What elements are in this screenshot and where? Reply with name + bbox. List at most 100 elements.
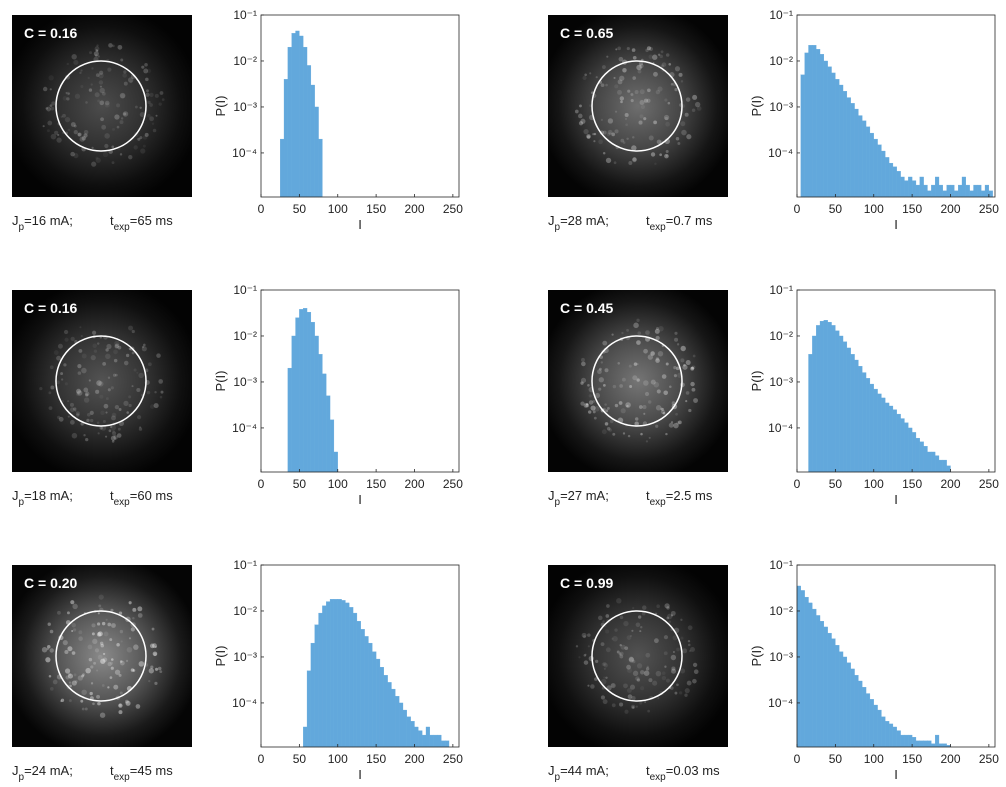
- histogram-bar: [433, 734, 438, 748]
- speckle: [104, 100, 110, 106]
- speckle: [153, 403, 159, 409]
- histogram-bar: [445, 740, 450, 748]
- speckle: [600, 642, 605, 647]
- histogram-bar: [823, 60, 828, 198]
- speckle: [138, 661, 145, 667]
- histogram-bar: [306, 65, 312, 198]
- x-tick-label: 200: [404, 752, 424, 766]
- caption-part: J: [12, 213, 19, 228]
- speckle: [669, 686, 674, 690]
- y-tick-label: 10⁻¹: [233, 283, 257, 297]
- x-tick-label: 200: [940, 202, 960, 216]
- speckle: [118, 703, 122, 707]
- histogram-bar: [923, 184, 928, 198]
- x-tick-label: 150: [366, 752, 386, 766]
- speckle: [89, 696, 94, 701]
- caption-part: =60 ms: [130, 488, 173, 503]
- speckle: [636, 363, 639, 366]
- speckle: [112, 431, 117, 436]
- speckle: [114, 343, 120, 349]
- speckle: [637, 615, 642, 619]
- histogram-bar: [908, 734, 913, 748]
- histogram-bar: [973, 184, 978, 198]
- histogram-bar: [842, 341, 848, 473]
- speckle: [67, 92, 70, 95]
- speckle: [97, 55, 100, 58]
- caption-part: exp: [650, 497, 667, 508]
- speckle: [128, 347, 131, 350]
- speckle: [595, 76, 598, 79]
- histogram-bar: [329, 419, 335, 473]
- speckle: [95, 156, 99, 160]
- histogram-bar: [295, 30, 300, 198]
- histogram-bar: [831, 638, 836, 748]
- speckle: [583, 635, 586, 639]
- speckle: [42, 86, 48, 92]
- speckle: [627, 668, 632, 674]
- caption-part: =16 mA;: [24, 213, 73, 228]
- speckle: [129, 80, 133, 84]
- speckle: [655, 335, 660, 341]
- speckle: [696, 106, 702, 111]
- speckle: [692, 354, 696, 358]
- speckle: [79, 71, 82, 75]
- histogram-bar: [391, 688, 396, 748]
- histogram-bar: [291, 335, 296, 473]
- speckle: [597, 615, 603, 621]
- speckle: [670, 610, 676, 616]
- speckle: [148, 668, 155, 674]
- speckle: [622, 141, 626, 144]
- y-tick-label: 10⁻¹: [233, 8, 257, 22]
- speckle: [626, 137, 629, 141]
- speckle: [115, 373, 118, 377]
- y-tick-label: 10⁻⁴: [232, 146, 257, 160]
- speckle: [127, 77, 134, 83]
- speckle: [149, 643, 155, 649]
- histogram-bar: [410, 721, 415, 748]
- speckle: [692, 662, 698, 668]
- speckle: [603, 663, 608, 668]
- histogram-bar: [341, 600, 346, 748]
- speckle: [680, 618, 683, 621]
- speckle: [49, 687, 54, 691]
- speckle: [639, 100, 645, 106]
- histogram-bar: [839, 335, 844, 473]
- speckle: [623, 620, 629, 627]
- region-circle: [55, 335, 147, 427]
- region-circle: [55, 610, 147, 702]
- histogram-bar: [356, 621, 361, 748]
- speckle: [138, 372, 144, 379]
- histogram-bar: [915, 437, 920, 473]
- histogram-bar: [303, 726, 308, 748]
- speckle: [693, 398, 698, 403]
- speckle: [685, 400, 688, 403]
- speckle: [99, 426, 103, 430]
- speckle: [684, 693, 688, 697]
- speckle: [114, 114, 120, 120]
- speckle: [648, 135, 654, 141]
- speckle: [104, 133, 110, 139]
- speckle: [50, 106, 55, 111]
- speckle: [627, 89, 631, 93]
- histogram-bar: [862, 687, 867, 748]
- speckle: [147, 100, 151, 105]
- speckle: [98, 80, 104, 85]
- caption: Jp=44 mA; texp=0.03 ms: [548, 763, 720, 783]
- speckle: [648, 54, 653, 59]
- speckle: [657, 86, 663, 92]
- speckle: [46, 644, 51, 649]
- speckle: [110, 658, 114, 661]
- speckle: [66, 62, 69, 66]
- speckle: [632, 157, 637, 162]
- histogram-bar: [919, 176, 924, 198]
- speckle: [120, 640, 123, 643]
- speckle: [620, 100, 623, 104]
- speckle: [650, 379, 656, 385]
- speckle: [682, 364, 688, 370]
- speckle: [152, 128, 157, 133]
- histogram-bar: [441, 740, 446, 748]
- histogram-bar: [816, 325, 821, 473]
- histogram-bar: [375, 658, 381, 748]
- speckle: [118, 611, 123, 615]
